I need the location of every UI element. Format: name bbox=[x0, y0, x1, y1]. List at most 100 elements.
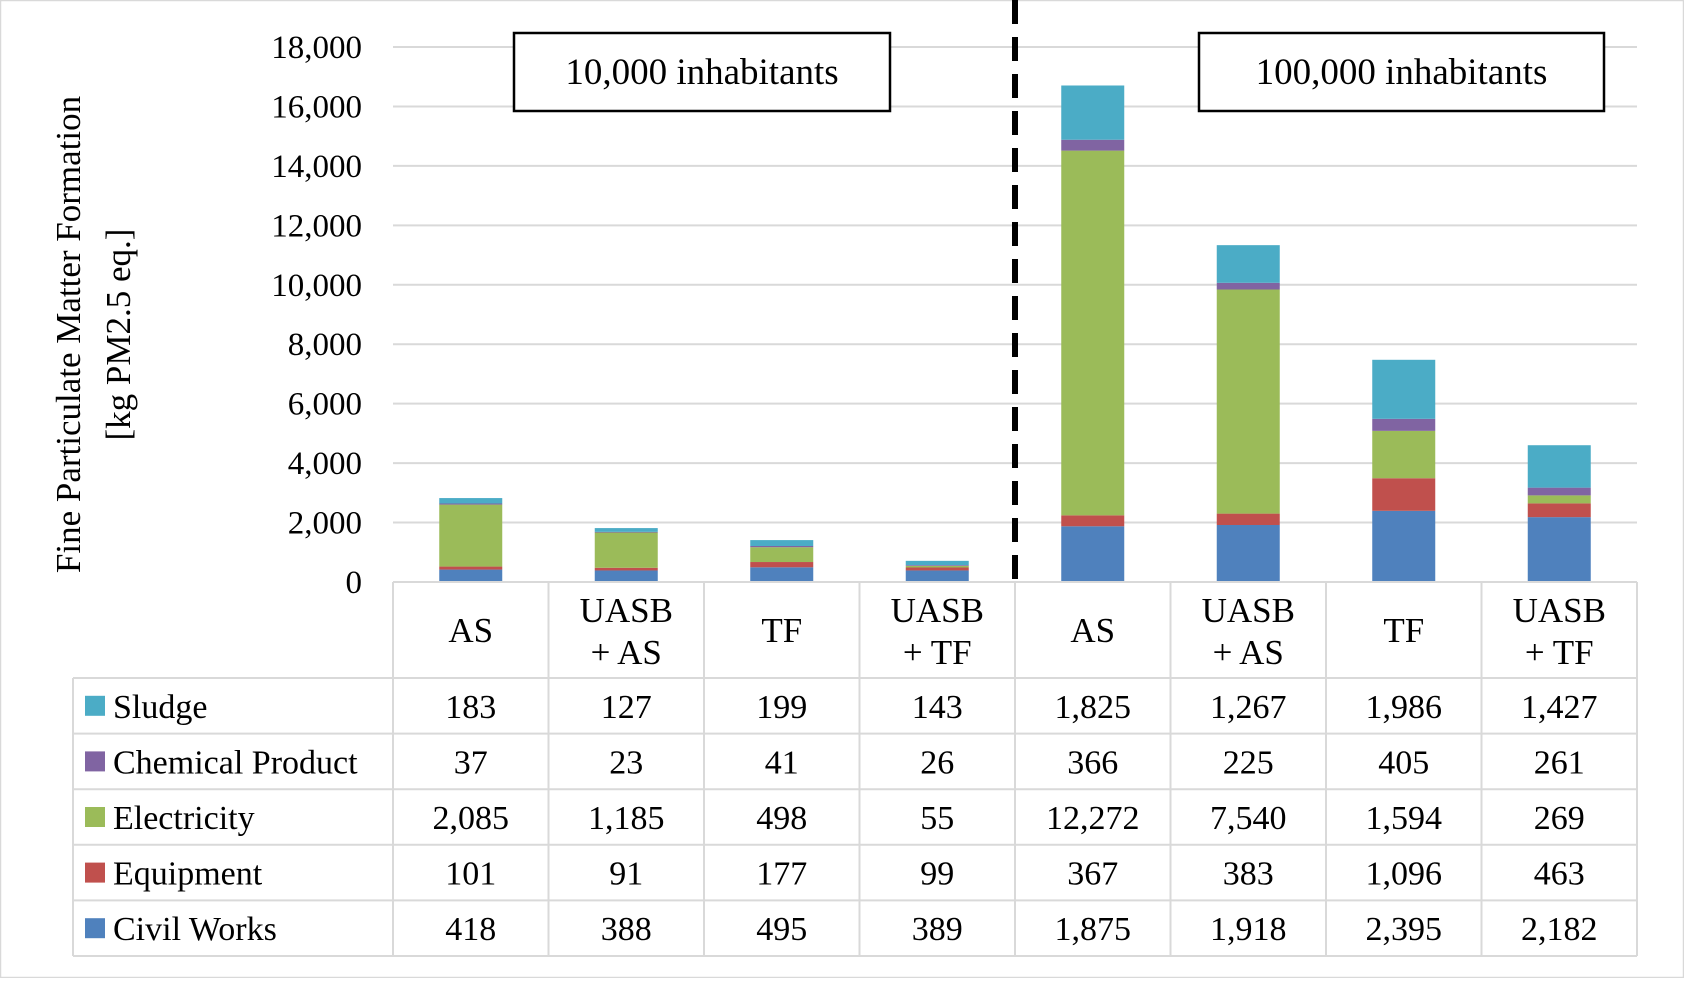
table-value: 1,594 bbox=[1366, 800, 1443, 837]
table-value: 1,918 bbox=[1210, 911, 1287, 948]
table-value: 261 bbox=[1534, 744, 1585, 781]
table-value: 199 bbox=[756, 689, 807, 726]
category-label: AS bbox=[448, 611, 493, 650]
legend-key bbox=[85, 695, 105, 716]
table-value: 41 bbox=[765, 744, 799, 781]
group-label: 100,000 inhabitants bbox=[1256, 52, 1548, 93]
category-label: UASB bbox=[1513, 591, 1606, 630]
category-label: + TF bbox=[903, 633, 972, 672]
group-label: 10,000 inhabitants bbox=[565, 52, 838, 93]
table-value: 99 bbox=[920, 856, 954, 893]
bar-segment bbox=[905, 560, 969, 566]
bar-segment bbox=[594, 567, 658, 571]
table-value: 2,395 bbox=[1366, 911, 1443, 948]
bar-segment bbox=[1527, 445, 1591, 488]
table-value: 2,085 bbox=[433, 800, 510, 837]
legend-label: Sludge bbox=[113, 689, 207, 726]
table-value: 405 bbox=[1378, 744, 1429, 781]
bar-segment bbox=[1216, 282, 1280, 290]
table-value: 101 bbox=[445, 856, 496, 893]
bar-segment bbox=[594, 532, 658, 568]
bar-segment bbox=[1372, 478, 1436, 511]
table-value: 383 bbox=[1223, 856, 1274, 893]
group-label-box bbox=[1197, 31, 1606, 113]
table-value: 495 bbox=[756, 911, 807, 948]
bar-segment bbox=[1527, 503, 1591, 518]
bar-segment bbox=[1216, 513, 1280, 525]
legend-key bbox=[85, 751, 105, 772]
bar-segment bbox=[1061, 139, 1125, 151]
category-label: + AS bbox=[591, 633, 662, 672]
table-value: 269 bbox=[1534, 800, 1585, 837]
bar-segment bbox=[1372, 418, 1436, 431]
bar-segment bbox=[439, 569, 503, 582]
bar-segment bbox=[905, 565, 969, 566]
bar-segment bbox=[905, 570, 969, 582]
bar-segment bbox=[750, 567, 814, 582]
table-value: 1,267 bbox=[1210, 689, 1287, 726]
bar-segment bbox=[1527, 495, 1591, 504]
legend-label: Electricity bbox=[113, 800, 255, 837]
table-value: 26 bbox=[920, 744, 954, 781]
category-label: UASB bbox=[891, 591, 984, 630]
table-value: 37 bbox=[454, 744, 488, 781]
table-value: 1,096 bbox=[1366, 856, 1443, 893]
legend-key bbox=[85, 918, 105, 939]
table-value: 367 bbox=[1067, 856, 1118, 893]
category-label: + TF bbox=[1525, 633, 1594, 672]
bar-segment bbox=[594, 528, 658, 532]
category-label: + AS bbox=[1213, 633, 1284, 672]
table-value: 12,272 bbox=[1046, 800, 1140, 837]
bar-segment bbox=[594, 570, 658, 582]
table-value: 2,182 bbox=[1521, 911, 1598, 948]
table-value: 1,875 bbox=[1055, 911, 1132, 948]
bar-segment bbox=[439, 504, 503, 567]
table-value: 91 bbox=[609, 856, 643, 893]
legend-key bbox=[85, 862, 105, 883]
table-value: 177 bbox=[756, 856, 807, 893]
bar-segment bbox=[750, 562, 814, 568]
bar-segment bbox=[1216, 245, 1280, 283]
table-value: 55 bbox=[920, 800, 954, 837]
bar-segment bbox=[439, 498, 503, 504]
table-value: 388 bbox=[601, 911, 652, 948]
y-tick-label: 0 bbox=[346, 565, 363, 601]
table-value: 498 bbox=[756, 800, 807, 837]
table-value: 7,540 bbox=[1210, 800, 1287, 837]
bar-segment bbox=[1527, 487, 1591, 496]
legend-label: Chemical Product bbox=[113, 744, 358, 781]
legend-label: Civil Works bbox=[113, 911, 277, 948]
legend-key bbox=[85, 807, 105, 827]
bar-segment bbox=[905, 565, 969, 568]
bar-segment bbox=[1372, 359, 1436, 419]
table-value: 225 bbox=[1223, 744, 1274, 781]
table-value: 127 bbox=[601, 689, 652, 726]
table-value: 1,825 bbox=[1055, 689, 1132, 726]
bar-segment bbox=[594, 531, 658, 533]
table-value: 143 bbox=[912, 689, 963, 726]
category-label: TF bbox=[1383, 611, 1424, 650]
y-axis-title: Fine Particulate Matter Formation bbox=[49, 96, 88, 573]
y-tick-label: 8,000 bbox=[288, 327, 362, 363]
y-tick-label: 12,000 bbox=[271, 208, 362, 244]
bar-segment bbox=[750, 540, 814, 547]
y-tick-label: 18,000 bbox=[271, 30, 362, 66]
table-value: 418 bbox=[445, 911, 496, 948]
table-value: 1,427 bbox=[1521, 689, 1598, 726]
table-value: 23 bbox=[609, 744, 643, 781]
bar-segment bbox=[1061, 515, 1125, 527]
bar-segment bbox=[1061, 526, 1125, 582]
table-value: 389 bbox=[912, 911, 963, 948]
y-tick-label: 2,000 bbox=[288, 506, 362, 542]
bar-segment bbox=[1061, 150, 1125, 516]
bar-segment bbox=[1216, 289, 1280, 514]
bar-segment bbox=[750, 547, 814, 563]
category-label: UASB bbox=[1202, 591, 1295, 630]
bar-segment bbox=[1061, 85, 1125, 140]
y-axis-title: [kg PM2.5 eq.] bbox=[99, 229, 138, 441]
table-value: 463 bbox=[1534, 856, 1585, 893]
table-value: 183 bbox=[445, 689, 496, 726]
bar-segment bbox=[1372, 510, 1436, 582]
